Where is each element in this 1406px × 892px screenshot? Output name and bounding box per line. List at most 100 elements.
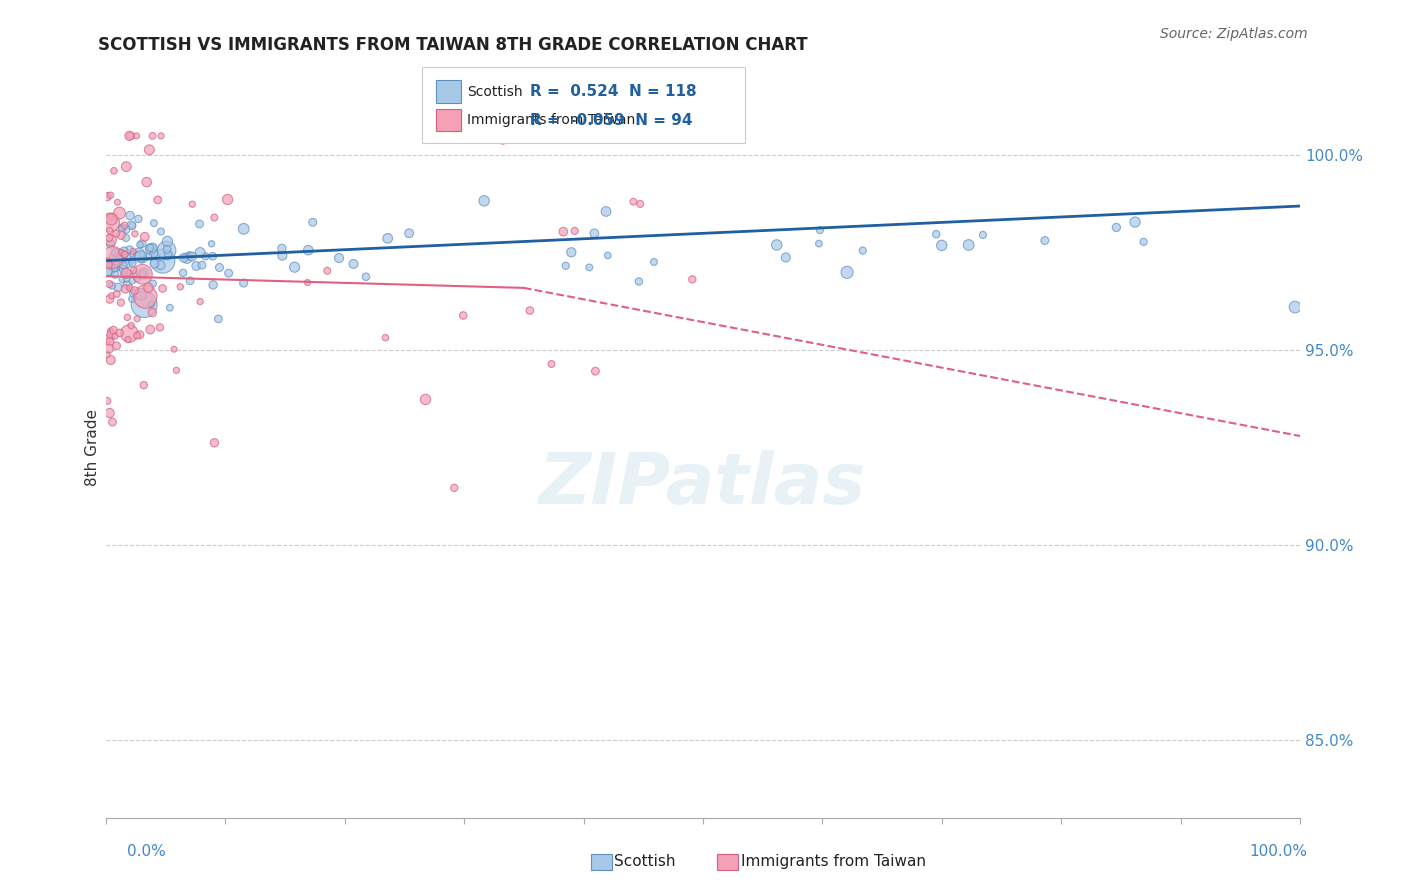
Point [163, 342, 186, 356]
Point [129, 249, 152, 263]
Point [120, 209, 142, 223]
Point [100, 188, 122, 202]
Point [202, 211, 225, 225]
Point [128, 246, 150, 260]
Point [181, 197, 204, 211]
Point [141, 305, 163, 319]
Point [172, 266, 194, 280]
Point [186, 259, 208, 273]
Point [122, 246, 145, 260]
Point [179, 274, 201, 288]
Point [100, 233, 122, 247]
Point [169, 280, 191, 294]
Point [111, 253, 134, 268]
Point [152, 281, 174, 295]
Point [173, 251, 195, 265]
Point [271, 249, 294, 263]
Point [627, 275, 650, 289]
Point [595, 204, 617, 219]
Point [118, 243, 141, 257]
Point [121, 253, 143, 268]
Point [122, 244, 145, 259]
Point [114, 247, 136, 261]
Point [1132, 235, 1154, 249]
Point [96, 393, 118, 408]
Text: R =  -0.059  N = 94: R = -0.059 N = 94 [530, 113, 693, 128]
Point [578, 260, 600, 275]
Point [98, 231, 121, 245]
Point [101, 415, 124, 429]
Point [131, 236, 153, 251]
Point [775, 251, 797, 265]
Point [807, 236, 830, 251]
Point [194, 249, 217, 263]
Point [142, 277, 165, 291]
Point [107, 251, 129, 265]
Point [111, 222, 134, 236]
Point [628, 197, 651, 211]
Point [121, 274, 143, 288]
Point [207, 312, 229, 326]
Point [1033, 234, 1056, 248]
Point [135, 175, 157, 189]
Point [179, 249, 201, 263]
Point [142, 241, 165, 255]
Point [415, 392, 437, 407]
Point [115, 160, 138, 174]
Point [112, 247, 135, 261]
Point [301, 215, 323, 229]
Point [100, 212, 122, 227]
Point [121, 292, 143, 306]
Point [103, 261, 125, 276]
Point [621, 194, 644, 209]
Point [110, 245, 132, 260]
Point [107, 195, 129, 210]
Point [105, 227, 128, 241]
Point [328, 251, 350, 265]
Text: Scottish: Scottish [467, 85, 523, 99]
Point [143, 257, 166, 271]
Point [100, 260, 122, 274]
Point [112, 244, 135, 258]
Point [115, 231, 138, 245]
Point [138, 143, 160, 157]
Point [596, 248, 619, 262]
Point [139, 322, 162, 336]
Point [98, 255, 121, 269]
Text: ZIPatlas: ZIPatlas [540, 450, 866, 519]
Point [114, 219, 136, 233]
Point [115, 222, 138, 236]
Point [765, 238, 787, 252]
Point [98, 215, 121, 229]
Point [1123, 215, 1146, 229]
Point [141, 128, 163, 143]
Point [129, 287, 152, 301]
Point [98, 223, 121, 237]
Point [554, 259, 576, 273]
Point [103, 163, 125, 178]
Point [101, 278, 124, 293]
Point [120, 128, 142, 143]
Point [124, 284, 146, 298]
Point [583, 227, 606, 241]
Point [1105, 220, 1128, 235]
Point [643, 255, 665, 269]
Point [354, 269, 377, 284]
Point [112, 258, 135, 272]
Point [957, 238, 980, 252]
Point [451, 309, 474, 323]
Point [118, 128, 141, 143]
Point [118, 326, 141, 341]
Text: 0.0%: 0.0% [127, 845, 166, 859]
Point [96, 189, 118, 203]
Point [97, 332, 120, 346]
Point [125, 128, 148, 143]
Point [519, 303, 541, 318]
Point [297, 243, 319, 257]
Point [377, 231, 399, 245]
Point [155, 244, 177, 258]
Point [100, 210, 122, 224]
Point [117, 277, 139, 292]
Point [104, 245, 127, 260]
Point [188, 294, 211, 309]
